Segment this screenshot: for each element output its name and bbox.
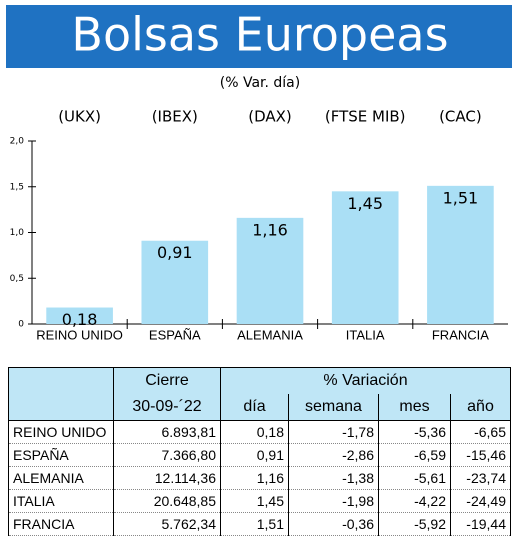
header-cell: % Variación bbox=[220, 367, 511, 394]
x-tick-label: ITALIA bbox=[346, 327, 385, 342]
table-cell: 7.366,80 bbox=[113, 443, 221, 467]
data-label: 1,51 bbox=[443, 188, 479, 207]
table-row: ALEMANIA 12.114,36 1,16 -1,38 -5,61 -23,74 bbox=[8, 466, 511, 490]
empty-cell bbox=[8, 394, 114, 421]
table-cell: -0,36 bbox=[288, 512, 379, 536]
x-tick-label: REINO UNIDO bbox=[36, 327, 123, 342]
table-row: REINO UNIDO 6.893,81 0,18 -1,78 -5,36 -6,65 bbox=[8, 420, 511, 444]
y-tick-label: 1,0 bbox=[10, 228, 25, 238]
row-label: REINO UNIDO bbox=[8, 420, 114, 444]
index-label: (CAC) bbox=[439, 108, 482, 126]
table-cell: -5,61 bbox=[378, 466, 451, 490]
bar bbox=[427, 185, 494, 324]
row-label: ESPAÑA bbox=[8, 443, 114, 467]
table-cell: 1,51 bbox=[220, 512, 289, 536]
table-cell: 5.762,34 bbox=[113, 512, 221, 536]
table-cell: -6,59 bbox=[378, 443, 451, 467]
y-tick-label: 1,5 bbox=[10, 182, 24, 192]
subheader-cell: 30-09-´22 bbox=[113, 394, 221, 421]
table-cell: 6.893,81 bbox=[113, 420, 221, 444]
table-cell: -1,78 bbox=[288, 420, 379, 444]
table-cell: 0,18 bbox=[220, 420, 289, 444]
data-table: Cierre % Variación 30-09-´22 día semana … bbox=[8, 367, 511, 536]
index-label: (FTSE MIB) bbox=[325, 108, 406, 126]
bar bbox=[141, 240, 209, 324]
x-tick-label: ESPAÑA bbox=[149, 327, 201, 342]
subheader-row: 30-09-´22 día semana mes año bbox=[8, 394, 511, 421]
x-tick-label: FRANCIA bbox=[432, 327, 489, 342]
table-cell: 12.114,36 bbox=[113, 466, 221, 490]
subheader-cell: mes bbox=[378, 394, 451, 421]
table-cell: -5,92 bbox=[378, 512, 451, 536]
chart-subtitle: (% Var. día) bbox=[220, 75, 300, 91]
table-cell: 0,91 bbox=[220, 443, 289, 467]
table-cell: 20.648,85 bbox=[113, 489, 221, 513]
empty-cell bbox=[8, 367, 114, 394]
bar bbox=[46, 307, 113, 324]
y-tick-label: 2,0 bbox=[10, 137, 25, 147]
table-cell: 1,45 bbox=[220, 489, 289, 513]
index-label: (DAX) bbox=[248, 108, 292, 126]
subheader-cell: año bbox=[450, 394, 511, 421]
table-cell: -23,74 bbox=[450, 466, 511, 490]
subheader-cell: día bbox=[220, 394, 289, 421]
header-row: Cierre % Variación bbox=[8, 367, 511, 394]
table-cell: -1,38 bbox=[288, 466, 379, 490]
y-tick-label: 0,5 bbox=[10, 274, 24, 284]
table-row: FRANCIA 5.762,34 1,51 -0,36 -5,92 -19,44 bbox=[8, 512, 511, 536]
subheader-cell: semana bbox=[288, 394, 379, 421]
chart-title: Bolsas Europeas bbox=[71, 8, 448, 62]
data-label: 1,45 bbox=[347, 194, 383, 213]
row-label: ITALIA bbox=[8, 489, 114, 513]
table-cell: -5,36 bbox=[378, 420, 451, 444]
header-cell: Cierre bbox=[113, 367, 221, 394]
x-tick-label: ALEMANIA bbox=[237, 327, 303, 342]
table-cell: -4,22 bbox=[378, 489, 451, 513]
index-label: (IBEX) bbox=[152, 108, 198, 126]
table-cell: -2,86 bbox=[288, 443, 379, 467]
table-cell: -19,44 bbox=[450, 512, 511, 536]
table-cell: -6,65 bbox=[450, 420, 511, 444]
index-label: (UKX) bbox=[58, 108, 101, 126]
table-cell: -1,98 bbox=[288, 489, 379, 513]
data-label: 0,18 bbox=[62, 310, 98, 329]
table-row: ITALIA 20.648,85 1,45 -1,98 -4,22 -24,49 bbox=[8, 489, 511, 513]
bar bbox=[236, 217, 304, 324]
row-label: FRANCIA bbox=[8, 512, 114, 536]
data-label: 0,91 bbox=[157, 243, 193, 262]
table-cell: -24,49 bbox=[450, 489, 511, 513]
table-row: ESPAÑA 7.366,80 0,91 -2,86 -6,59 -15,46 bbox=[8, 443, 511, 467]
chart: Bolsas Europeas (% Var. día) 0 0,5 1,0 1,5 2… bbox=[6, 5, 512, 342]
table-cell: -15,46 bbox=[450, 443, 511, 467]
table-cell: 1,16 bbox=[220, 466, 289, 490]
row-label: ALEMANIA bbox=[8, 466, 114, 490]
y-tick-label: 0 bbox=[18, 320, 24, 330]
title-banner bbox=[6, 5, 512, 68]
bar bbox=[331, 191, 399, 324]
data-label: 1,16 bbox=[252, 220, 288, 239]
